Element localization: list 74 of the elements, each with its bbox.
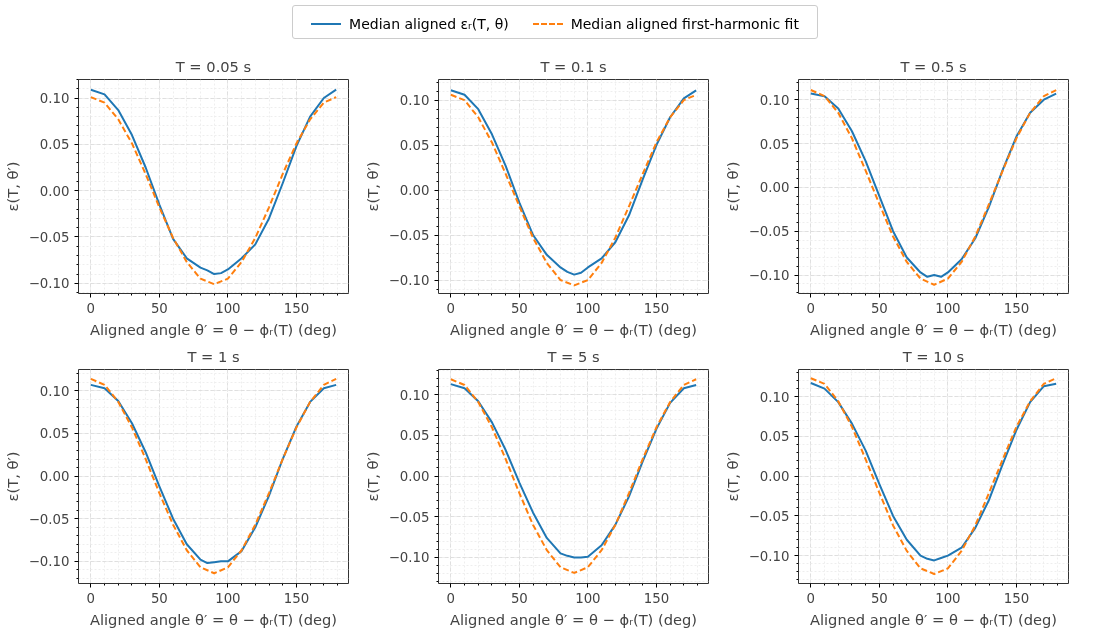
y-tick-label: 0.05 [759,136,790,152]
x-tick-label: 100 [215,590,241,606]
y-tick-label: 0.10 [759,389,790,405]
y-axis-title: ε(T, θ′) [723,161,741,212]
y-tick-label: −0.10 [28,554,70,570]
x-tick-label: 0 [446,300,456,316]
x-axis-title: Aligned angle θ′ = θ − ϕᵣ(T) (deg) [449,610,698,628]
y-tick-label: −0.10 [388,273,430,289]
x-tick-label: 100 [935,300,961,316]
y-tick-label: −0.10 [388,550,430,566]
y-tick-label: 0.10 [759,92,790,108]
y-tick-label: 0.05 [39,137,70,153]
x-tick-label: 100 [935,590,961,606]
y-axis-title: ε(T, θ′) [723,451,741,502]
chart-title: T = 0.05 s [174,57,252,75]
y-tick-label: 0.00 [399,183,430,199]
x-tick-label: 0 [446,590,456,606]
chart-title: T = 0.5 s [899,57,967,75]
chart-title: T = 0.1 s [539,57,607,75]
chart-title: T = 1 s [186,347,240,365]
x-tick-label: 50 [510,590,528,606]
y-tick-label: −0.10 [748,548,790,564]
x-tick-label: 150 [1003,590,1030,606]
x-axis-title: Aligned angle θ′ = θ − ϕᵣ(T) (deg) [89,610,338,628]
y-tick-label: −0.05 [28,511,70,527]
y-tick-label: 0.05 [399,138,430,154]
x-tick-label: 0 [86,300,96,316]
y-tick-label: 0.05 [759,429,790,445]
y-tick-label: −0.10 [28,276,70,292]
y-tick-label: −0.05 [28,229,70,245]
y-tick-label: −0.05 [388,228,430,244]
chart-title: T = 5 s [546,347,600,365]
y-tick-label: 0.00 [759,469,790,485]
y-tick-label: −0.05 [748,508,790,524]
y-tick-label: 0.10 [39,383,70,399]
y-axis-title: ε(T, θ′) [363,451,381,502]
y-tick-label: 0.10 [399,93,430,109]
legend-label: Median aligned εᵣ(T, θ) [349,15,509,34]
x-tick-label: 150 [283,300,310,316]
x-tick-label: 0 [806,300,816,316]
x-axis-title: Aligned angle θ′ = θ − ϕᵣ(T) (deg) [449,320,698,338]
y-tick-label: 0.10 [39,91,70,107]
x-tick-label: 50 [870,300,888,316]
x-tick-label: 50 [510,300,528,316]
chart-title: T = 10 s [901,347,965,365]
y-axis-title: ε(T, θ′) [3,161,21,212]
y-tick-label: −0.05 [388,509,430,525]
x-tick-label: 150 [643,300,670,316]
x-tick-label: 100 [215,300,241,316]
legend-label: Median aligned first-harmonic fit [570,15,799,34]
y-tick-label: 0.00 [399,469,430,485]
x-tick-label: 150 [283,590,310,606]
x-axis-title: Aligned angle θ′ = θ − ϕᵣ(T) (deg) [89,320,338,338]
y-tick-label: 0.05 [39,426,70,442]
y-tick-label: −0.05 [748,224,790,240]
x-tick-label: 0 [806,590,816,606]
y-tick-label: 0.05 [399,428,430,444]
x-tick-label: 50 [150,300,168,316]
x-tick-label: 150 [643,590,670,606]
x-axis-title: Aligned angle θ′ = θ − ϕᵣ(T) (deg) [809,320,1058,338]
y-axis-title: ε(T, θ′) [363,161,381,212]
x-tick-label: 0 [86,590,96,606]
x-tick-label: 150 [1003,300,1030,316]
x-tick-label: 100 [575,590,601,606]
y-tick-label: 0.00 [39,183,70,199]
x-tick-label: 50 [150,590,168,606]
y-tick-label: 0.00 [759,180,790,196]
y-tick-label: 0.00 [39,469,70,485]
x-tick-label: 100 [575,300,601,316]
y-tick-label: 0.10 [399,387,430,403]
x-axis-title: Aligned angle θ′ = θ − ϕᵣ(T) (deg) [809,610,1058,628]
y-tick-label: −0.10 [748,268,790,284]
y-axis-title: ε(T, θ′) [3,451,21,502]
x-tick-label: 50 [870,590,888,606]
